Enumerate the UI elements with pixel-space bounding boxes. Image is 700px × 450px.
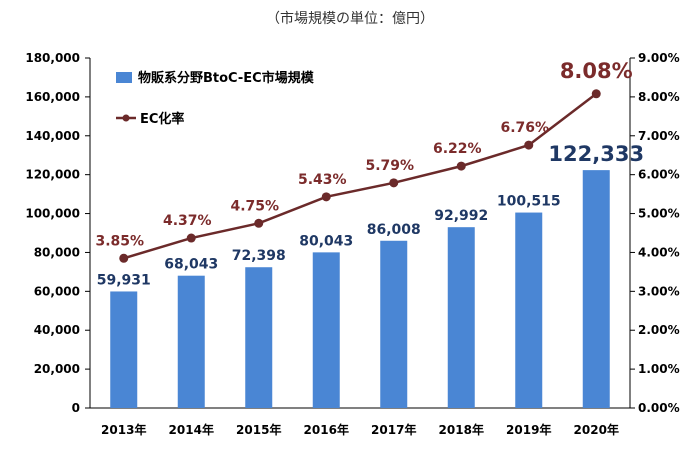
bar [245, 267, 273, 408]
y-right-tick-label: 6.00% [638, 168, 680, 182]
bar-data-label: 80,043 [299, 233, 353, 249]
line-data-label: 3.85% [95, 233, 144, 249]
y-right-tick-label: 2.00% [638, 323, 680, 337]
y-left-tick-label: 60,000 [34, 284, 80, 298]
line-data-label: 6.76% [500, 120, 549, 136]
bar-data-label: 100,515 [497, 194, 561, 210]
bar-data-label: 68,043 [164, 257, 218, 273]
bar [582, 170, 610, 408]
y-right-tick-label: 3.00% [638, 284, 680, 298]
line-point [389, 178, 399, 188]
x-tick-label: 2015年 [236, 422, 281, 437]
y-right-tick-label: 7.00% [638, 129, 680, 143]
line-point [591, 89, 601, 99]
y-right-tick-label: 5.00% [638, 207, 680, 221]
x-tick-label: 2016年 [304, 422, 349, 437]
legend-bar-label: 物販系分野BtoC-EC市場規模 [138, 70, 315, 86]
bar [447, 227, 475, 408]
line-data-label: 6.22% [433, 141, 482, 157]
y-right-tick-label: 0.00% [638, 401, 680, 415]
x-tick-label: 2018年 [439, 422, 484, 437]
line-point [119, 253, 129, 263]
y-right-tick-label: 8.00% [638, 90, 680, 104]
y-left-tick-label: 0 [72, 401, 80, 415]
bar-data-label: 59,931 [97, 272, 151, 288]
line-data-label: 8.08% [560, 59, 633, 83]
legend-bar-swatch [116, 72, 132, 83]
bar [380, 240, 408, 408]
line-point [321, 192, 331, 202]
series-line-ec-rate [123, 92, 598, 260]
bar-data-label: 86,008 [367, 222, 421, 238]
y-left-tick-label: 80,000 [34, 245, 80, 259]
y-right-tick-label: 4.00% [638, 245, 680, 259]
y-right-tick-label: 1.00% [638, 362, 680, 376]
bar-data-label: 122,333 [548, 142, 644, 166]
x-tick-label: 2020年 [574, 422, 619, 437]
unit-note: （市場規模の単位：億円） [266, 11, 434, 27]
y-left-tick-label: 120,000 [25, 168, 80, 182]
line-point [456, 161, 466, 171]
x-tick-label: 2019年 [506, 422, 551, 437]
line-data-label: 4.37% [163, 213, 212, 229]
bar-data-label: 72,398 [232, 248, 286, 264]
bar [110, 291, 138, 408]
line-point [254, 218, 264, 228]
legend-line-label: EC化率 [140, 111, 184, 127]
legend-line-marker [122, 114, 130, 122]
x-tick-label: 2013年 [101, 422, 146, 437]
line-data-label: 5.79% [365, 158, 414, 174]
y-left-tick-label: 20,000 [34, 362, 80, 376]
x-tick-label: 2014年 [169, 422, 214, 437]
y-left-tick-label: 100,000 [25, 207, 80, 221]
line-point [524, 140, 534, 150]
bar [515, 212, 543, 408]
x-tick-label: 2017年 [371, 422, 416, 437]
bar-data-label: 92,992 [434, 208, 488, 224]
line-data-label: 4.75% [230, 198, 279, 214]
y-right-tick-label: 9.00% [638, 51, 680, 65]
line-data-label: 5.43% [298, 172, 347, 188]
y-left-tick-label: 40,000 [34, 323, 80, 337]
y-left-tick-label: 180,000 [25, 51, 80, 65]
line-point [186, 233, 196, 243]
bar [312, 252, 340, 408]
bar [177, 275, 205, 408]
y-left-tick-label: 140,000 [25, 129, 80, 143]
y-left-tick-label: 160,000 [25, 90, 80, 104]
